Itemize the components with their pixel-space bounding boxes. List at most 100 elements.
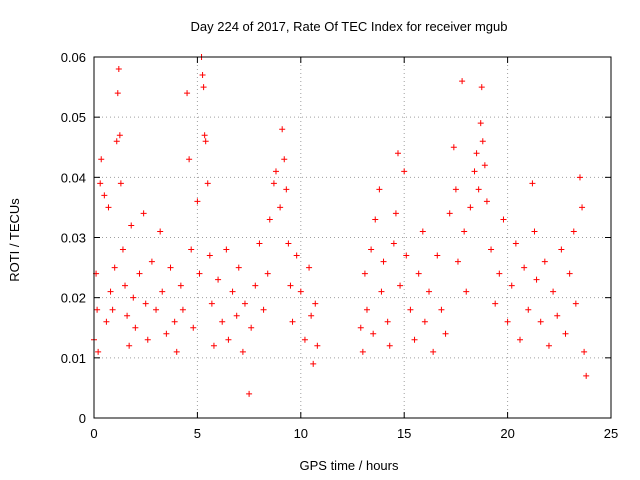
data-point xyxy=(173,348,180,355)
data-point xyxy=(260,306,267,313)
data-point xyxy=(521,264,528,271)
data-point xyxy=(508,282,515,289)
data-point xyxy=(208,300,215,307)
data-point xyxy=(177,282,184,289)
plot-frame xyxy=(93,56,612,419)
data-point xyxy=(554,312,561,319)
y-tick-label: 0.01 xyxy=(61,351,86,366)
data-point xyxy=(97,180,104,187)
data-point xyxy=(277,204,284,211)
data-point xyxy=(246,390,253,397)
data-point xyxy=(426,288,433,295)
data-point xyxy=(370,330,377,337)
data-point xyxy=(122,282,129,289)
y-axis-label: ROTI / TECUs xyxy=(7,198,22,282)
data-point xyxy=(119,246,126,253)
data-point xyxy=(132,324,139,331)
data-point xyxy=(434,252,441,259)
data-point xyxy=(297,288,304,295)
data-point xyxy=(113,138,120,145)
data-point xyxy=(272,168,279,175)
data-point xyxy=(281,156,288,163)
data-point xyxy=(392,210,399,217)
data-point xyxy=(239,348,246,355)
data-point xyxy=(153,306,160,313)
data-point xyxy=(475,186,482,193)
data-point xyxy=(204,180,211,187)
data-point xyxy=(126,342,133,349)
data-point xyxy=(363,306,370,313)
data-point xyxy=(199,72,206,79)
data-point xyxy=(312,300,319,307)
data-point xyxy=(252,282,259,289)
data-point xyxy=(95,348,102,355)
data-point xyxy=(200,84,207,91)
data-point xyxy=(421,318,428,325)
data-point xyxy=(566,270,573,277)
data-point xyxy=(114,90,121,97)
data-point xyxy=(558,246,565,253)
data-point xyxy=(116,132,123,139)
data-point xyxy=(241,300,248,307)
data-point xyxy=(293,252,300,259)
data-point xyxy=(270,180,277,187)
data-point xyxy=(283,186,290,193)
data-point xyxy=(359,348,366,355)
data-point xyxy=(167,264,174,271)
x-tick-label: 10 xyxy=(294,426,308,441)
data-point xyxy=(463,288,470,295)
chart-title: Day 224 of 2017, Rate Of TEC Index for r… xyxy=(191,19,508,34)
data-point xyxy=(306,264,313,271)
data-point xyxy=(117,180,124,187)
data-point xyxy=(496,270,503,277)
data-point xyxy=(171,318,178,325)
data-point xyxy=(467,204,474,211)
data-point xyxy=(357,324,364,331)
data-point xyxy=(266,216,273,223)
data-point xyxy=(219,318,226,325)
data-point xyxy=(107,288,114,295)
data-point xyxy=(394,150,401,157)
data-point xyxy=(144,336,151,343)
data-point xyxy=(184,90,191,97)
data-point xyxy=(361,270,368,277)
data-point xyxy=(130,294,137,301)
data-point xyxy=(179,306,186,313)
data-point xyxy=(504,318,511,325)
data-point xyxy=(111,264,118,271)
data-point xyxy=(128,222,135,229)
data-point xyxy=(545,342,552,349)
data-point xyxy=(384,318,391,325)
data-point xyxy=(483,198,490,205)
data-point xyxy=(301,336,308,343)
data-point xyxy=(310,360,317,367)
data-point xyxy=(314,342,321,349)
y-tick-label: 0.02 xyxy=(61,291,86,306)
data-point xyxy=(376,186,383,193)
data-point xyxy=(473,150,480,157)
data-point xyxy=(235,264,242,271)
data-point xyxy=(94,306,101,313)
data-point xyxy=(583,372,590,379)
data-point xyxy=(248,324,255,331)
data-point xyxy=(372,216,379,223)
data-point xyxy=(289,318,296,325)
data-point xyxy=(194,198,201,205)
data-point xyxy=(454,258,461,265)
data-point xyxy=(264,270,271,277)
data-point xyxy=(142,300,149,307)
data-point xyxy=(202,138,209,145)
data-point xyxy=(529,180,536,187)
axis-ticks: 0 5 10 15 20 25 0 0.01 0.02 0.03 0.04 0.05 0.06 xyxy=(61,50,619,441)
data-point xyxy=(215,276,222,283)
data-point xyxy=(186,156,193,163)
data-point xyxy=(378,288,385,295)
y-tick-label: 0.03 xyxy=(61,231,86,246)
data-point xyxy=(512,240,519,247)
data-point xyxy=(397,282,404,289)
x-tick-label: 0 xyxy=(90,426,97,441)
data-point xyxy=(572,300,579,307)
grid-lines xyxy=(94,57,611,418)
data-point xyxy=(525,306,532,313)
data-point xyxy=(533,276,540,283)
